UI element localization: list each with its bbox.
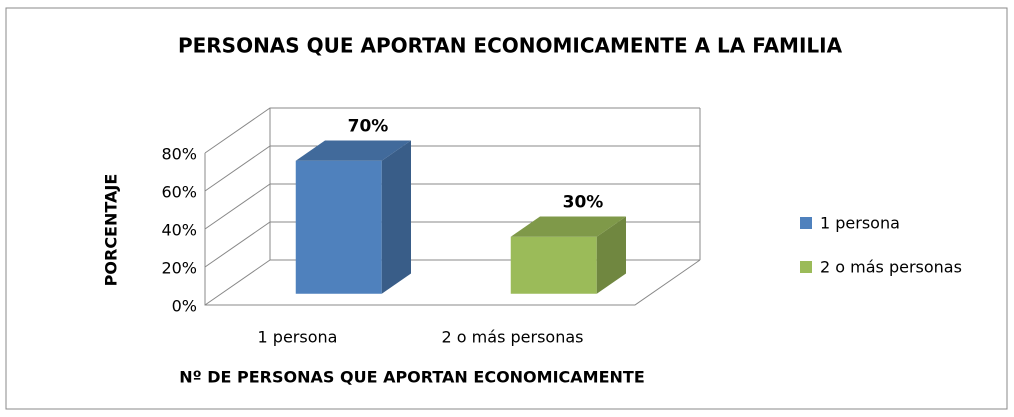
data-label: 70% bbox=[348, 117, 389, 137]
axis-wall bbox=[204, 153, 701, 306]
bar-front bbox=[510, 236, 597, 294]
bar bbox=[295, 140, 411, 294]
data-label: 30% bbox=[563, 193, 604, 213]
legend-swatch bbox=[800, 217, 812, 229]
legend-label: 2 o más personas bbox=[820, 258, 962, 277]
chart-title: PERSONAS QUE APORTAN ECONOMICAMENTE A LA… bbox=[178, 34, 843, 58]
y-tick-label: 20% bbox=[161, 259, 197, 278]
x-axis-title: Nº DE PERSONAS QUE APORTAN ECONOMICAMENT… bbox=[179, 368, 645, 387]
bar-top bbox=[510, 216, 626, 237]
y-tick-label: 0% bbox=[172, 297, 197, 316]
bar-front bbox=[295, 160, 382, 294]
x-tick-label: 1 persona bbox=[258, 328, 338, 347]
legend-label: 1 persona bbox=[820, 214, 900, 233]
y-tick-label: 80% bbox=[161, 145, 197, 164]
bar-side bbox=[596, 216, 626, 294]
y-tick-label: 60% bbox=[161, 183, 197, 202]
legend-swatch bbox=[800, 261, 812, 273]
y-axis-title: PORCENTAJE bbox=[102, 174, 121, 287]
bar-top bbox=[295, 140, 411, 161]
x-tick-label: 2 o más personas bbox=[442, 328, 584, 347]
bar-side bbox=[381, 140, 411, 294]
bar bbox=[510, 216, 626, 294]
y-tick-label: 40% bbox=[161, 221, 197, 240]
chart-frame bbox=[5, 7, 1008, 410]
